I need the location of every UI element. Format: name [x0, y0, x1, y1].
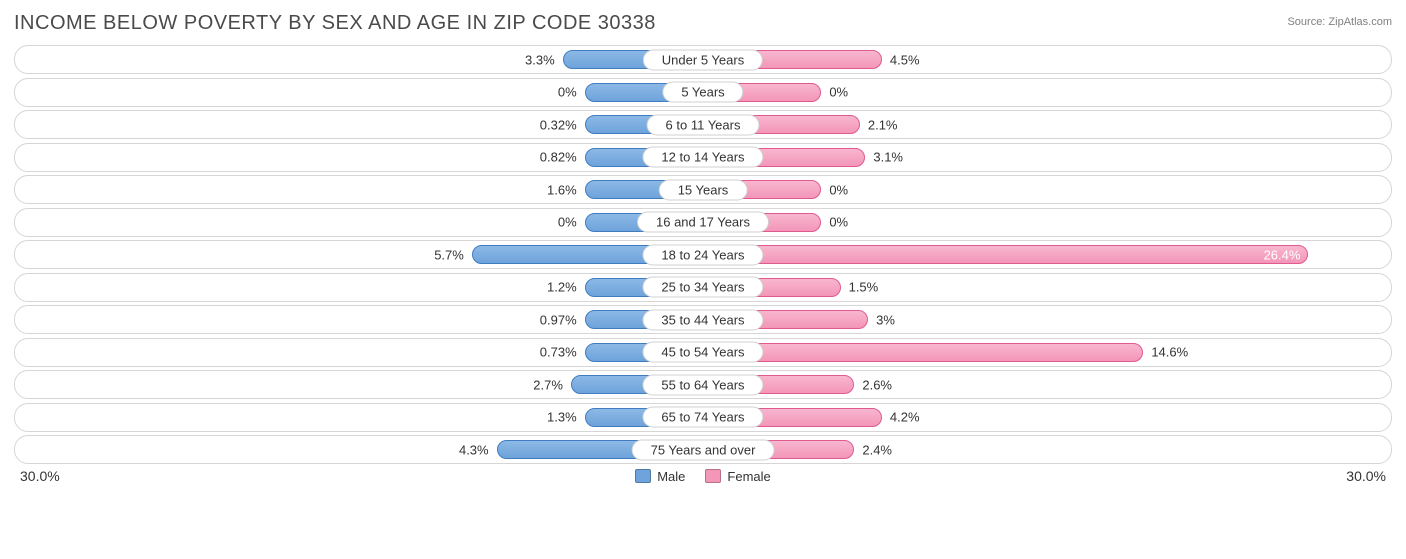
chart-row: 3.3% 4.5% Under 5 Years — [14, 45, 1392, 74]
legend-item-male: Male — [635, 469, 685, 484]
value-label-male: 1.6% — [547, 182, 577, 197]
value-label-female: 3.1% — [873, 150, 903, 165]
axis-left-label: 30.0% — [20, 468, 60, 484]
value-label-female: 2.4% — [862, 442, 892, 457]
value-label-male: 0% — [558, 85, 577, 100]
value-label-male: 0% — [558, 215, 577, 230]
category-label: 25 to 34 Years — [642, 277, 763, 298]
value-label-male: 5.7% — [434, 247, 464, 262]
category-label: 45 to 54 Years — [642, 342, 763, 363]
bar-female — [703, 343, 1143, 362]
value-label-female: 3% — [876, 312, 895, 327]
axis-right-label: 30.0% — [1346, 468, 1386, 484]
category-label: 16 and 17 Years — [637, 212, 769, 233]
value-label-male: 2.7% — [533, 377, 563, 392]
legend-item-female: Female — [705, 469, 770, 484]
value-label-female: 2.6% — [862, 377, 892, 392]
chart-row: 0% 0% 5 Years — [14, 78, 1392, 107]
diverging-bar-chart: 3.3% 4.5% Under 5 Years 0% 0% 5 Years 0.32% 2.1… — [14, 45, 1392, 464]
value-label-male: 4.3% — [459, 442, 489, 457]
value-label-female: 2.1% — [868, 117, 898, 132]
legend: Male Female — [635, 469, 771, 484]
chart-row: 0.73% 14.6% 45 to 54 Years — [14, 338, 1392, 367]
chart-row: 2.7% 2.6% 55 to 64 Years — [14, 370, 1392, 399]
value-label-female: 0% — [829, 215, 848, 230]
category-label: 12 to 14 Years — [642, 147, 763, 168]
chart-row: 1.6% 0% 15 Years — [14, 175, 1392, 204]
chart-row: 0.32% 2.1% 6 to 11 Years — [14, 110, 1392, 139]
header: INCOME BELOW POVERTY BY SEX AND AGE IN Z… — [14, 12, 1392, 35]
category-label: Under 5 Years — [643, 49, 763, 70]
chart-row: 1.2% 1.5% 25 to 34 Years — [14, 273, 1392, 302]
legend-swatch-male — [635, 469, 651, 483]
chart-row: 5.7% 26.4% 18 to 24 Years — [14, 240, 1392, 269]
category-label: 55 to 64 Years — [642, 374, 763, 395]
category-label: 6 to 11 Years — [647, 114, 760, 135]
value-label-female: 0% — [829, 85, 848, 100]
value-label-female: 26.4% — [1264, 247, 1301, 262]
value-label-female: 4.5% — [890, 52, 920, 67]
source-label: Source: ZipAtlas.com — [1287, 16, 1392, 28]
value-label-female: 14.6% — [1151, 345, 1188, 360]
chart-row: 0.82% 3.1% 12 to 14 Years — [14, 143, 1392, 172]
category-label: 5 Years — [662, 82, 743, 103]
value-label-male: 0.32% — [540, 117, 577, 132]
bar-female — [703, 245, 1308, 264]
chart-title: INCOME BELOW POVERTY BY SEX AND AGE IN Z… — [14, 12, 656, 35]
value-label-male: 0.97% — [540, 312, 577, 327]
legend-label-male: Male — [657, 469, 685, 484]
value-label-female: 1.5% — [849, 280, 879, 295]
category-label: 35 to 44 Years — [642, 309, 763, 330]
legend-swatch-female — [705, 469, 721, 483]
value-label-female: 0% — [829, 182, 848, 197]
chart-row: 4.3% 2.4% 75 Years and over — [14, 435, 1392, 464]
chart-row: 1.3% 4.2% 65 to 74 Years — [14, 403, 1392, 432]
category-label: 75 Years and over — [632, 439, 775, 460]
chart-row: 0% 0% 16 and 17 Years — [14, 208, 1392, 237]
value-label-male: 0.73% — [540, 345, 577, 360]
category-label: 18 to 24 Years — [642, 244, 763, 265]
value-label-female: 4.2% — [890, 410, 920, 425]
value-label-male: 3.3% — [525, 52, 555, 67]
legend-label-female: Female — [727, 469, 770, 484]
chart-footer: 30.0% Male Female 30.0% — [14, 468, 1392, 484]
chart-row: 0.97% 3% 35 to 44 Years — [14, 305, 1392, 334]
value-label-male: 0.82% — [540, 150, 577, 165]
value-label-male: 1.3% — [547, 410, 577, 425]
category-label: 65 to 74 Years — [642, 407, 763, 428]
value-label-male: 1.2% — [547, 280, 577, 295]
category-label: 15 Years — [659, 179, 748, 200]
